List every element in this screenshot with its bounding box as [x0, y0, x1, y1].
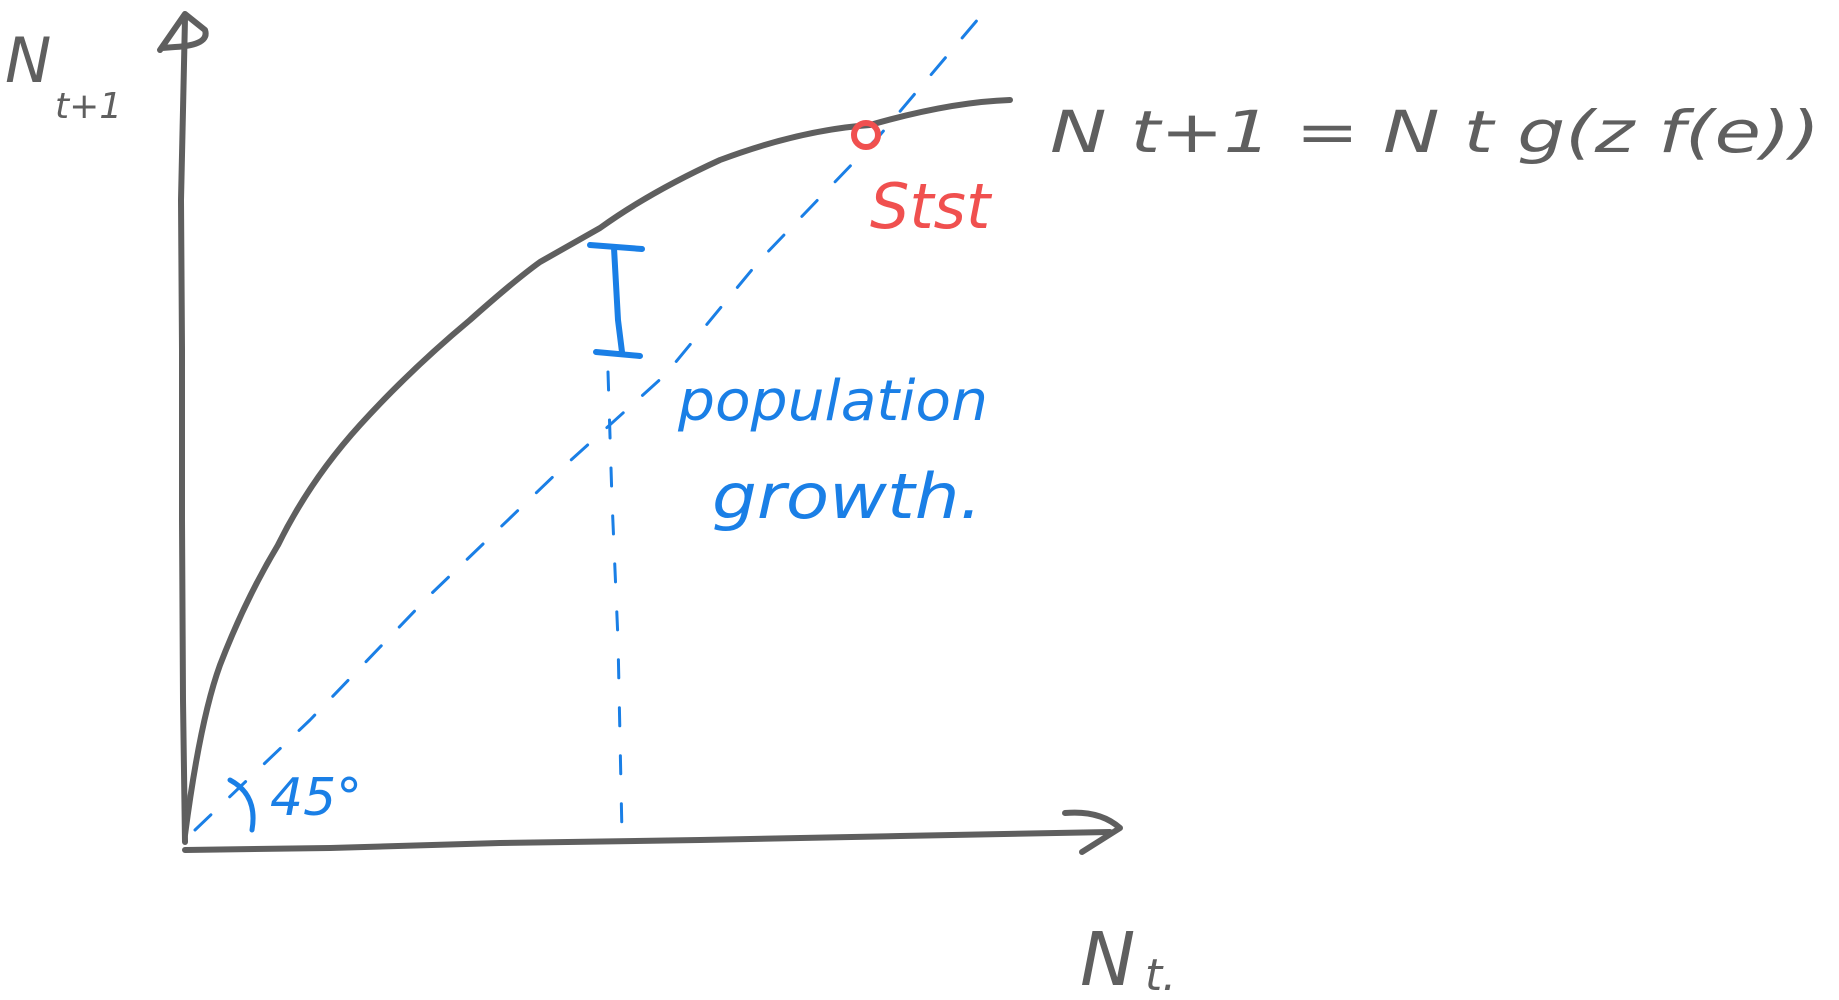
45-degree-line — [193, 3, 992, 832]
population-growth-label-line1: population — [677, 369, 988, 434]
y-axis-label: N — [5, 24, 51, 97]
angle-label: 45° — [270, 768, 362, 828]
y-axis-arrowhead — [157, 11, 209, 53]
gap-vertical-dashed-line — [606, 370, 624, 837]
population-growth-label-line2: growth. — [712, 460, 982, 533]
growth-curve — [182, 97, 1013, 838]
y-axis — [178, 15, 188, 845]
x-axis-arrowhead — [1062, 809, 1123, 855]
x-axis — [182, 829, 1113, 853]
x-axis-label: N — [1080, 917, 1135, 1000]
steady-state-point — [851, 120, 881, 150]
y-axis-label-subscript: t+1 — [55, 86, 122, 127]
curve-equation-label: N t+1 = N t g(z f(e)) — [1050, 98, 1820, 166]
steady-state-label: Stst — [870, 170, 993, 243]
x-axis-label-subscript: t. — [1145, 950, 1176, 1000]
angle-arc — [227, 777, 256, 833]
growth-gap-bracket — [587, 242, 645, 359]
